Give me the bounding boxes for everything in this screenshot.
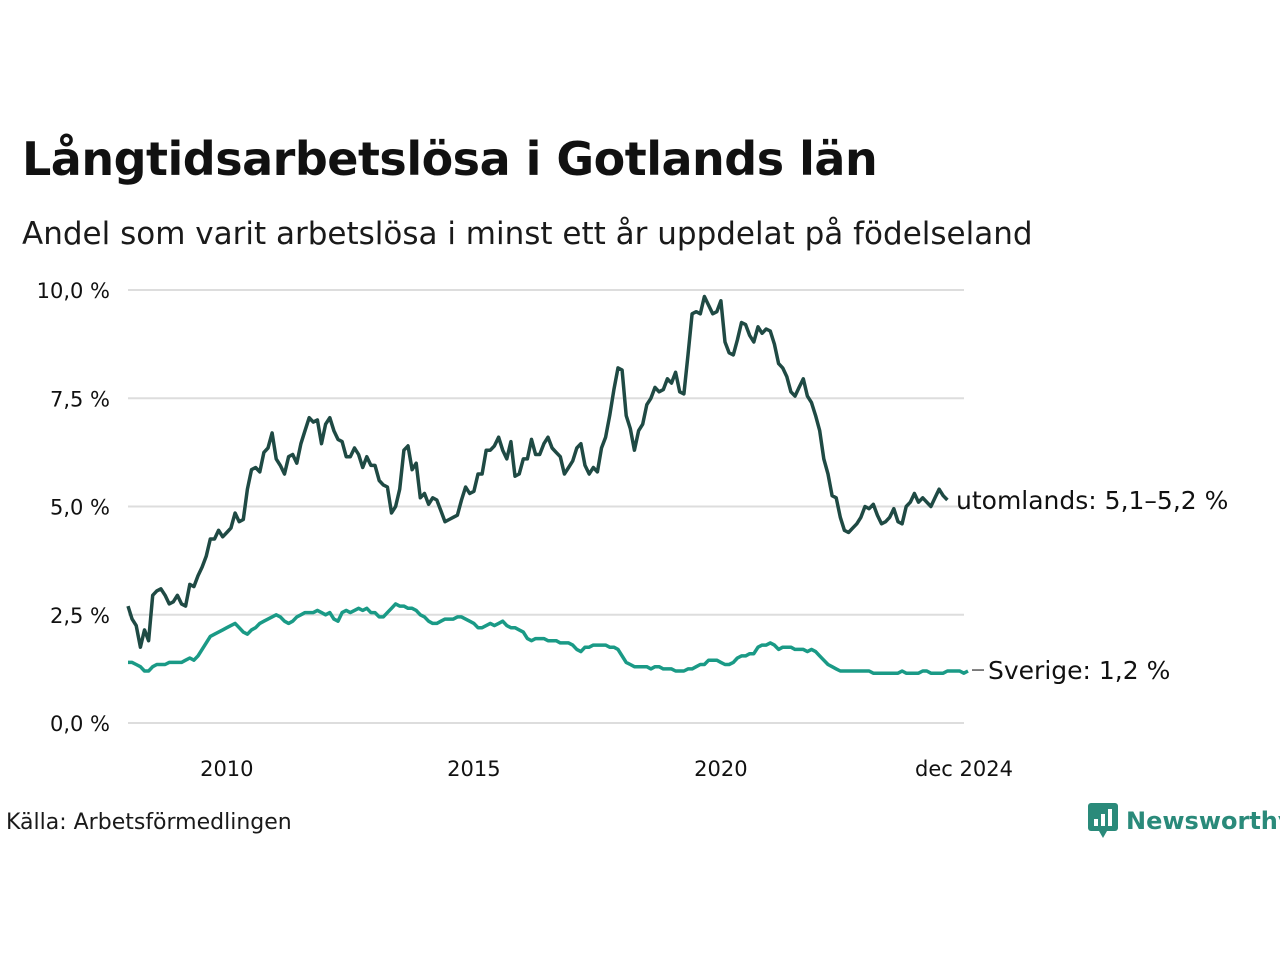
y-tick-label: 2,5 %: [50, 604, 110, 628]
series-end-label-utomlands: utomlands: 5,1–5,2 %: [956, 486, 1228, 515]
y-axis-ticks: 0,0 % 2,5 % 5,0 % 7,5 % 10,0 %: [37, 279, 110, 736]
series-line-utomlands: [126, 294, 949, 649]
grid-lines: [128, 289, 964, 724]
series-end-labels: utomlands: 5,1–5,2 % Sverige: 1,2 %: [956, 486, 1228, 685]
x-tick-label: dec 2024: [915, 757, 1013, 781]
source-note: Källa: Arbetsförmedlingen: [6, 810, 292, 835]
brand-logo: Newsworthy: [1088, 803, 1280, 839]
y-tick-label: 10,0 %: [37, 279, 110, 303]
chart-bubble-icon: [1088, 803, 1118, 838]
y-tick-label: 0,0 %: [50, 712, 110, 736]
chart-title: Långtidsarbetslösa i Gotlands län: [22, 132, 878, 186]
series-end-label-sverige: Sverige: 1,2 %: [988, 656, 1170, 685]
y-tick-label: 5,0 %: [50, 496, 110, 520]
series-line-sverige: [128, 602, 969, 675]
x-tick-label: 2010: [200, 757, 253, 781]
x-tick-label: 2015: [447, 757, 500, 781]
brand-name: Newsworthy: [1126, 807, 1280, 835]
x-tick-label: 2020: [694, 757, 747, 781]
chart-subtitle: Andel som varit arbetslösa i minst ett å…: [22, 216, 1033, 252]
series-lines: [126, 294, 969, 675]
y-tick-label: 7,5 %: [50, 387, 110, 411]
x-axis-ticks: 2010 2015 2020 dec 2024: [200, 757, 1013, 781]
